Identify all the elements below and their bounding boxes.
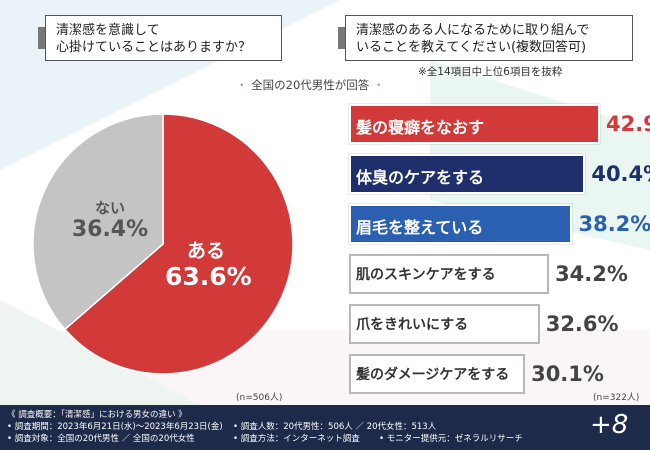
pie-slice-0 xyxy=(63,113,294,375)
bar-value-5: 30.1% xyxy=(531,362,604,386)
footer-count: • 調査人数：20代男性：506人 ／ 20代女性：513人 xyxy=(233,422,437,432)
footer-period: • 調査期間：2023年6月21日(水)～2023年6月23日(金) xyxy=(7,422,223,432)
note: ※全14項目中上位6項目を抜粋 xyxy=(418,66,563,78)
bar-4 xyxy=(349,304,540,344)
pie-value-aru: 63.6% xyxy=(165,262,252,291)
bar-2 xyxy=(349,204,573,244)
bar-1 xyxy=(349,154,586,194)
pie-label-aru: ある xyxy=(186,240,225,262)
bar-value-2: 38.2% xyxy=(578,212,650,236)
pie-value-nai: 36.4% xyxy=(71,217,149,242)
bar-label-0: 髪の寝癖をなおす xyxy=(356,118,485,137)
pie-chart xyxy=(32,113,294,375)
bar-label-4: 爪をきれいにする xyxy=(356,317,469,333)
bar-label-1: 体臭のケアをする xyxy=(356,168,485,187)
brand-logo: +8 xyxy=(590,410,629,440)
pie-label-nai: ない xyxy=(94,199,125,217)
bar-3 xyxy=(349,254,550,294)
bar-value-3: 34.2% xyxy=(555,262,628,286)
footer-target: • 調査対象：全国の20代男性 ／ 全国の20代女性 xyxy=(7,434,195,444)
bar-value-1: 40.4% xyxy=(591,162,650,186)
subhead-text: 全国の20代男性が回答 xyxy=(251,78,370,92)
bar-0 xyxy=(349,104,600,144)
question-2: 清潔感のある人になるために取り組んで いることを教えてください(複数回答可) xyxy=(345,15,633,61)
bar-label-5: 髪のダメージケアをする xyxy=(356,367,510,383)
bar-sample-size: (n=322人) xyxy=(593,393,640,403)
footer: 《 調査概要：「清潔感」における男女の違い 》 • 調査期間：2023年6月21… xyxy=(0,405,650,450)
footer-title: 《 調査概要：「清潔感」における男女の違い 》 xyxy=(7,410,187,420)
accent-bar xyxy=(38,27,45,49)
question-1: 清潔感を意識して 心掛けていることはありますか？ xyxy=(45,15,282,61)
footer-method: • 調査方法：インターネット調査 xyxy=(233,434,360,444)
bar-label-3: 肌のスキンケアをする xyxy=(356,267,496,283)
bar-value-0: 42.9% xyxy=(605,112,650,136)
pie-sample-size: (n=506人) xyxy=(236,393,283,403)
bar-value-4: 32.6% xyxy=(545,312,619,336)
subhead: ・ 全国の20代男性が回答 ・ xyxy=(236,78,385,92)
footer-provider: • モニター提供元：ゼネラルリサーチ xyxy=(379,434,523,444)
pie-slice-1 xyxy=(32,113,164,331)
accent-bar xyxy=(338,27,345,49)
bar-label-2: 眉毛を整えている xyxy=(356,218,484,237)
bar-5 xyxy=(349,354,526,394)
